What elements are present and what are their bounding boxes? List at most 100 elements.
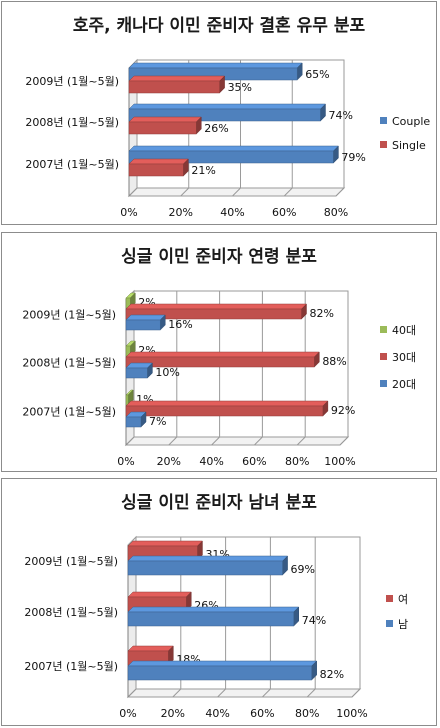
gridline-floor (306, 688, 316, 698)
gridline-floor (335, 187, 345, 197)
x-tick-label: 20% (161, 707, 185, 720)
gridline-floor (172, 688, 182, 698)
chart-title: 호주, 캐나다 이민 준비자 결혼 유무 분포 (72, 16, 366, 36)
gridline-floor (180, 187, 190, 197)
x-tick-label: 20% (157, 455, 181, 468)
bar-top (125, 351, 320, 358)
gridline-floor (217, 688, 226, 698)
x-tick-label: 80% (324, 206, 348, 219)
category-label: 2007년 (1월~5월) (22, 406, 116, 419)
bar-top (128, 145, 340, 152)
x-tick-label: 100% (324, 455, 355, 468)
data-label: 82% (309, 307, 333, 320)
gridline-floor (125, 436, 135, 446)
bar-top (127, 555, 289, 562)
x-tick-label: 40% (199, 455, 223, 468)
bar-top (127, 540, 204, 547)
gridline-floor (168, 436, 178, 446)
category-label: 2008년 (1월~5월) (24, 606, 118, 619)
bar-top (128, 75, 226, 82)
bar (125, 405, 324, 417)
bar (128, 121, 197, 135)
bar (125, 367, 148, 379)
bar-top (127, 660, 318, 667)
bar-top (128, 116, 202, 123)
data-label: 74% (302, 614, 326, 627)
legend-swatch (386, 620, 393, 627)
marital-status-plot: 0% 20% 40% 60% 80% 2009년 (1월~5월) 65% 35% 2008년 (… (25, 58, 430, 219)
data-label: 74% (328, 109, 352, 122)
gender-distribution-plot: 0% 20% 40% 60% 80% 100%2009년 (1월~5월)31%69%200… (24, 535, 408, 720)
legend-swatch (380, 117, 387, 124)
data-label: 79% (341, 151, 365, 164)
bar-top (125, 314, 166, 321)
bar-top (125, 303, 308, 310)
bar (125, 394, 129, 406)
bar-top (127, 606, 300, 613)
bar (125, 319, 161, 331)
bar-top (125, 400, 329, 407)
legend-label: 30대 (392, 351, 416, 364)
category-label: 2009년 (1월~5월) (22, 309, 116, 322)
marital-status-chart: 호주, 캐나다 이민 준비자 결혼 유무 분포 0% 20% 40% 60% 80% 20… (1, 1, 437, 225)
x-tick-label: 80% (295, 707, 319, 720)
bar-top (128, 158, 189, 165)
category-label: 2007년 (1월~5월) (24, 660, 118, 673)
legend-label: 남 (398, 618, 408, 631)
data-label: 92% (331, 404, 355, 417)
data-label: 7% (149, 415, 166, 428)
data-label: 21% (191, 164, 215, 177)
x-tick-label: 20% (169, 206, 193, 219)
x-tick-label: 80% (285, 455, 309, 468)
bar (127, 560, 283, 576)
bar (125, 416, 142, 428)
category-label: 2009년 (1월~5월) (25, 75, 119, 88)
gridline-floor (211, 436, 220, 446)
age-distribution-chart: 싱글 이민 준비자 연령 분포 0% 20% 40% 60% 80% 100% 2009년 … (1, 232, 437, 472)
x-tick-label: 0% (117, 455, 134, 468)
age-distribution-plot: 0% 20% 40% 60% 80% 100%2009년 (1월~5월)2%82%16%2… (22, 289, 416, 468)
gender-distribution-chart: 싱글 이민 준비자 남녀 분포 0% 20% 40% 60% 80% 100% 2009년 … (1, 478, 437, 726)
x-tick-label: 60% (272, 206, 296, 219)
bar-top (128, 103, 327, 110)
gridline-floor (283, 187, 293, 197)
data-label: 82% (320, 668, 344, 681)
x-tick-label: 40% (220, 206, 244, 219)
floor (126, 688, 362, 698)
bar (128, 163, 184, 177)
gridline-floor (232, 187, 241, 197)
chart-title: 싱글 이민 준비자 연령 분포 (121, 247, 317, 267)
legend-swatch (380, 326, 387, 333)
data-label: 16% (168, 318, 192, 331)
bar-top (127, 645, 174, 652)
bar-top (127, 591, 192, 598)
bar (125, 308, 302, 320)
legend-label: 40대 (392, 324, 416, 337)
legend-label: Single (392, 139, 426, 152)
data-label: 88% (322, 355, 346, 368)
category-label: 2007년 (1월~5월) (25, 158, 119, 171)
data-label: 65% (305, 68, 329, 81)
legend-swatch (386, 595, 393, 602)
legend-label: Couple (392, 115, 430, 128)
bar (127, 665, 312, 681)
chart-title: 싱글 이민 준비자 남녀 분포 (121, 493, 317, 513)
legend-swatch (380, 141, 387, 148)
bar (127, 611, 295, 627)
gridline-floor (127, 688, 137, 698)
data-label: 69% (291, 563, 315, 576)
category-label: 2009년 (1월~5월) (24, 555, 118, 568)
data-label: 35% (228, 81, 252, 94)
x-tick-label: 0% (119, 707, 136, 720)
x-tick-label: 0% (120, 206, 137, 219)
gridline-floor (339, 436, 349, 446)
data-label: 10% (155, 366, 179, 379)
floor (124, 436, 350, 446)
x-tick-label: 60% (242, 455, 266, 468)
legend-swatch (380, 353, 387, 360)
category-label: 2008년 (1월~5월) (25, 116, 119, 129)
bar (128, 80, 220, 94)
gridline-floor (262, 688, 271, 698)
x-tick-label: 60% (250, 707, 274, 720)
x-tick-label: 100% (336, 707, 367, 720)
